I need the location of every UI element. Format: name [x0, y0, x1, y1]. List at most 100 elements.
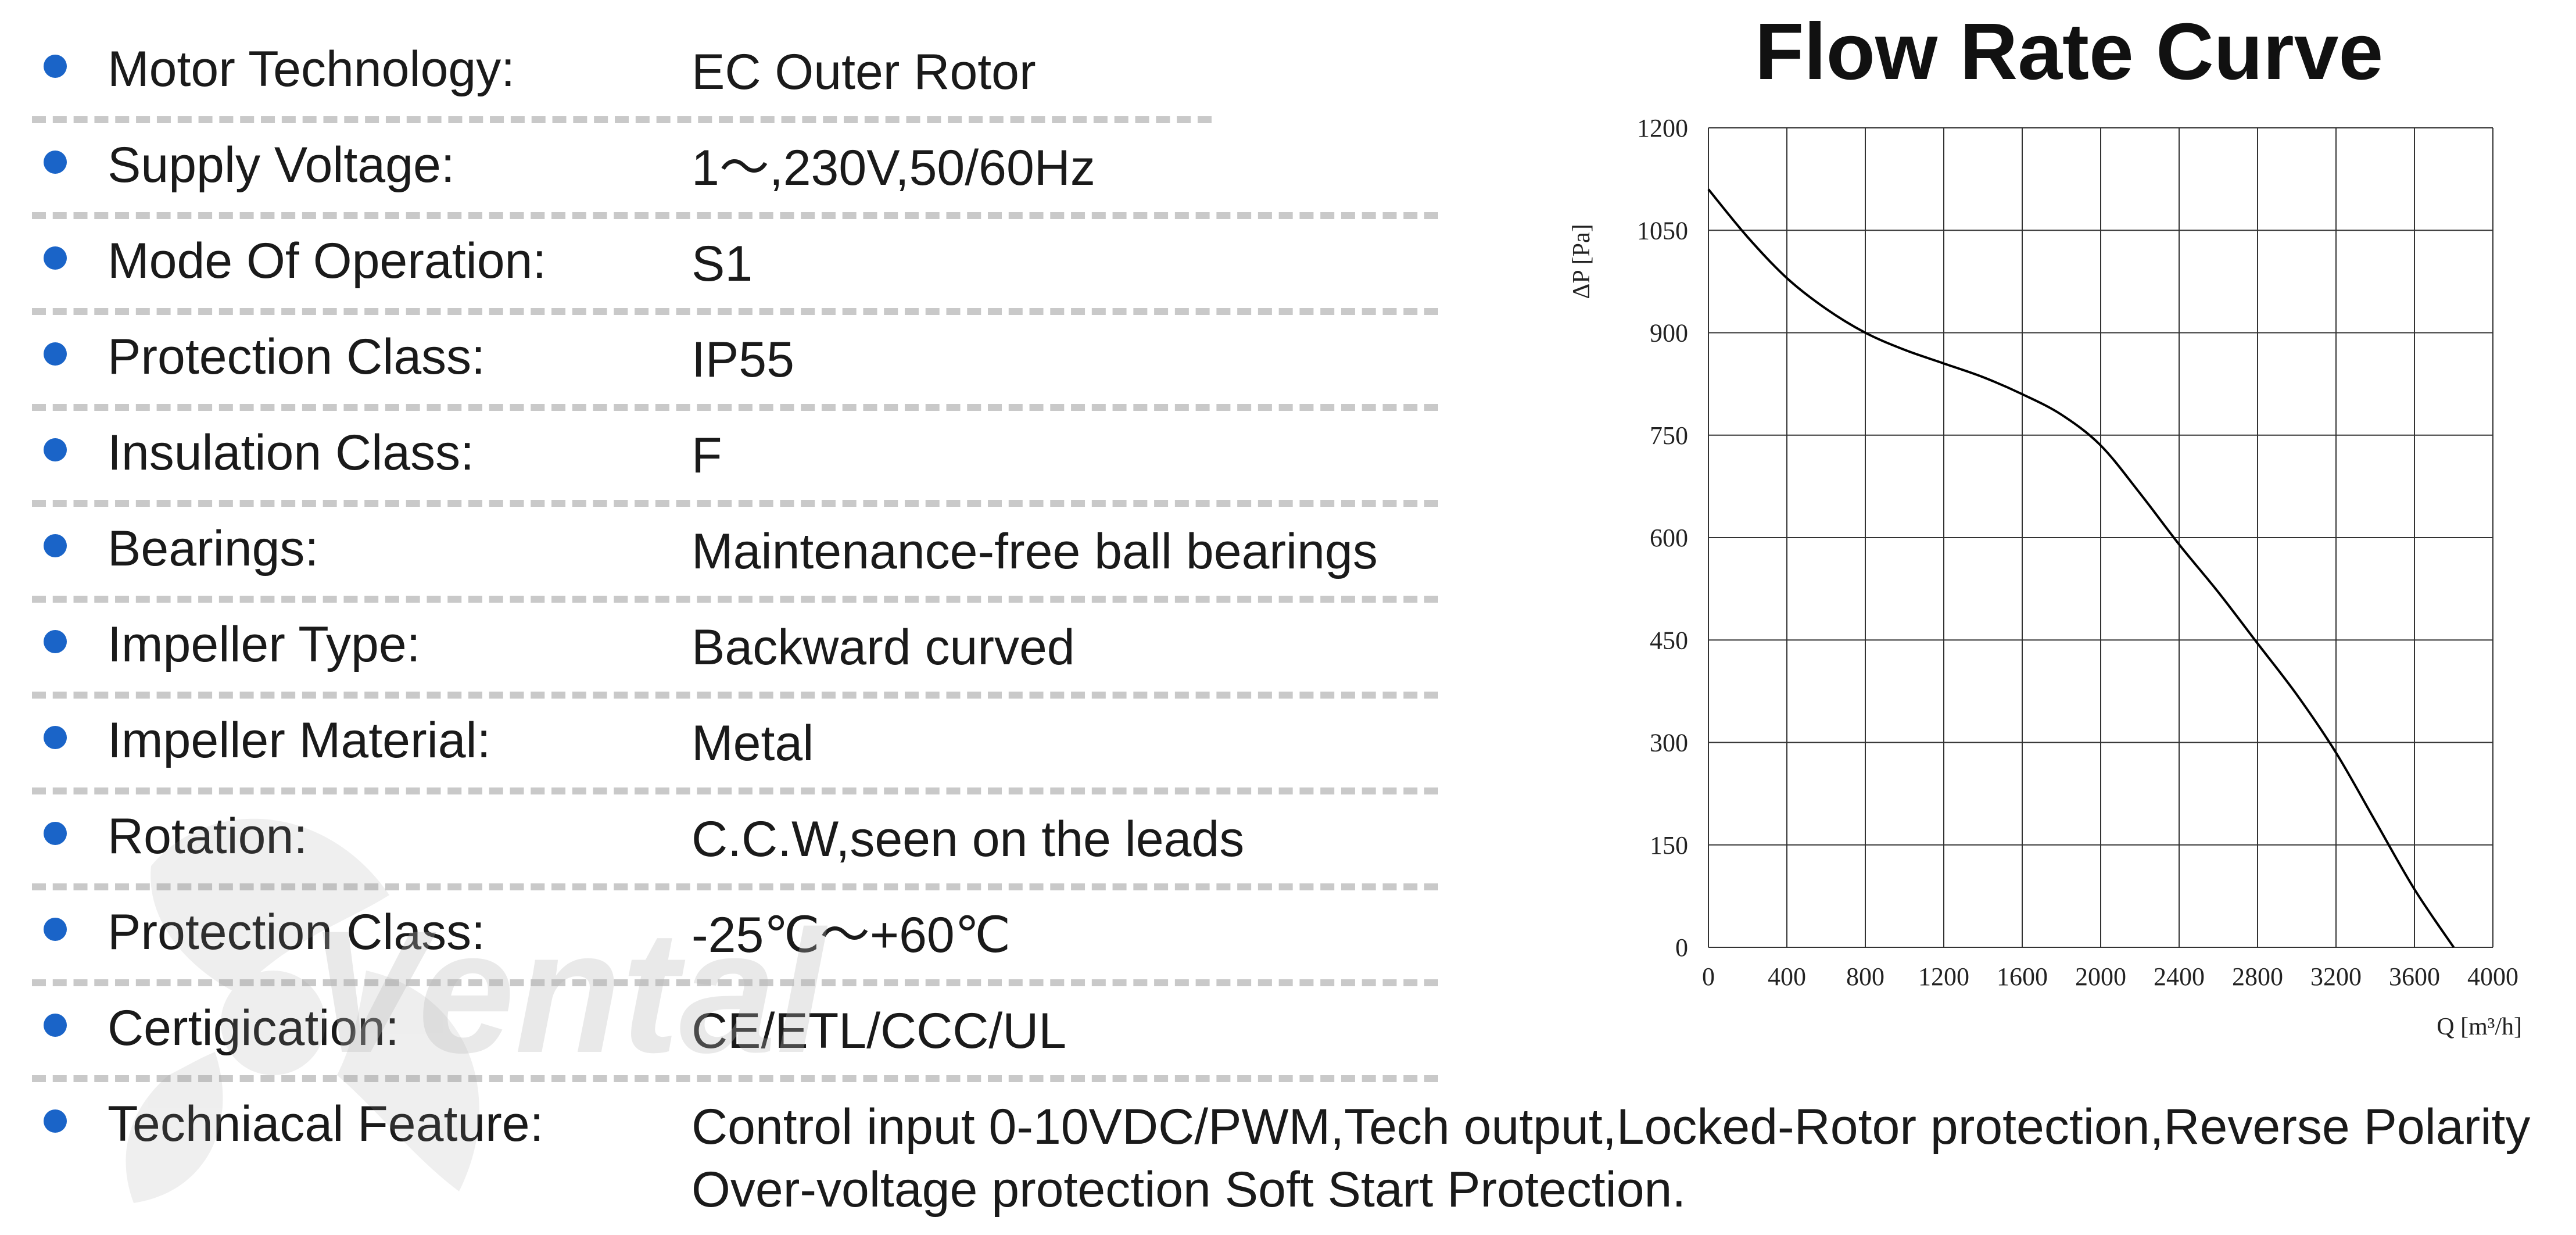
row-divider	[32, 212, 1438, 219]
spec-row: Impeller Type: Backward curved	[32, 575, 1438, 699]
y-tick-label: 0	[1675, 933, 1688, 962]
spec-label: Bearings:	[108, 521, 319, 577]
spec-row: Protection Class: -25℃～+60℃	[32, 863, 1438, 986]
spec-value: IP55	[692, 328, 794, 391]
spec-value: C.C.W,seen on the leads	[692, 808, 1244, 871]
bullet-icon	[44, 918, 67, 941]
spec-label: Techniacal Feature:	[108, 1096, 544, 1152]
x-tick-label: 3200	[2310, 962, 2362, 991]
bullet-icon	[44, 1014, 67, 1037]
row-divider	[32, 883, 1438, 890]
bullet-icon	[44, 438, 67, 461]
spec-row: Mode Of Operation: S1	[32, 192, 1438, 315]
row-divider	[32, 1075, 1438, 1082]
spec-value: CE/ETL/CCC/UL	[692, 1000, 1066, 1062]
spec-row: Techniacal Feature: Control input 0-10VDC…	[32, 1055, 2530, 1218]
spec-value-line: C.C.W,seen on the leads	[692, 811, 1245, 867]
spec-value: 1～,230V,50/60Hz	[692, 137, 1095, 199]
spec-label: Protection Class:	[108, 329, 486, 385]
spec-label: Impeller Material:	[108, 713, 491, 768]
row-divider	[32, 500, 1438, 507]
spec-value-line: EC Outer Rotor	[692, 44, 1036, 100]
y-tick-label: 750	[1650, 421, 1688, 450]
spec-label: Insulation Class:	[108, 425, 474, 481]
x-tick-label: 2000	[2075, 962, 2126, 991]
spec-row: Insulation Class: F	[32, 384, 1438, 507]
x-tick-label: 1600	[1997, 962, 2048, 991]
row-divider	[32, 308, 1438, 315]
y-tick-label: 150	[1650, 831, 1688, 860]
row-divider	[32, 116, 1212, 123]
fan-blade-icon	[126, 818, 479, 1203]
spec-label: Mode Of Operation:	[108, 233, 547, 289]
spec-row: Rotation: C.C.W,seen on the leads	[32, 767, 1438, 890]
row-divider	[32, 596, 1438, 603]
bullet-icon	[44, 726, 67, 749]
bullet-icon	[44, 1109, 67, 1133]
y-tick-label: 1050	[1637, 216, 1688, 245]
spec-value-line: F	[692, 428, 722, 484]
spec-value: -25℃～+60℃	[692, 904, 1011, 966]
spec-row: Supply Voltage: 1～,230V,50/60Hz	[32, 96, 1438, 219]
x-tick-label: 3600	[2389, 962, 2440, 991]
spec-label: Rotation:	[108, 808, 307, 865]
bullet-icon	[44, 342, 67, 366]
y-tick-label: 300	[1650, 729, 1688, 757]
row-divider	[32, 979, 1438, 986]
spec-value-line: Over-voltage protection Soft Start Prote…	[692, 1162, 1686, 1218]
row-divider	[32, 692, 1438, 699]
bullet-icon	[44, 151, 67, 174]
spec-label: Certigication:	[108, 1000, 399, 1057]
x-tick-label: 400	[1768, 962, 1806, 991]
spec-value: Metal	[692, 712, 814, 775]
y-tick-label: 600	[1650, 524, 1688, 552]
spec-row: Motor Technology: EC Outer Rotor	[32, 0, 1438, 123]
row-divider	[32, 787, 1438, 794]
x-tick-label: 1200	[1918, 962, 1969, 991]
spec-label: Impeller Type:	[108, 617, 421, 672]
spec-label: Motor Technology:	[108, 41, 515, 97]
spec-value: Control input 0-10VDC/PWM,Tech output,Lo…	[692, 1096, 2530, 1221]
y-tick-label: 900	[1650, 319, 1688, 348]
x-tick-label: 4000	[2467, 962, 2518, 991]
y-tick-label: 450	[1650, 626, 1688, 654]
bullet-icon	[44, 534, 67, 557]
spec-value-line: S1	[692, 236, 753, 292]
spec-value: S1	[692, 232, 753, 295]
y-tick-label: 1200	[1637, 114, 1688, 142]
spec-row: Certigication: CE/ETL/CCC/UL	[32, 959, 1438, 1082]
spec-value: Maintenance-free ball bearings	[692, 520, 1378, 583]
x-tick-label: 2400	[2154, 962, 2205, 991]
spec-value: EC Outer Rotor	[692, 41, 1036, 103]
flow-rate-chart: 0 400 800 1200 1600 2000 2400 2800 3200 3600 4000 0…	[1568, 114, 2522, 1040]
x-tick-label: 0	[1702, 962, 1715, 991]
watermark-logo: Vental	[126, 818, 828, 1203]
x-axis-label: Q [m³/h]	[2437, 1014, 2522, 1040]
watermark-text: Vental	[308, 894, 828, 1089]
spec-value-line: Metal	[692, 715, 814, 771]
row-divider	[32, 404, 1438, 411]
x-tick-label: 800	[1846, 962, 1884, 991]
spec-value-line: Backward curved	[692, 620, 1075, 675]
chart-title: Flow Rate Curve	[1755, 7, 2384, 96]
spec-label: Protection Class:	[108, 904, 486, 960]
spec-value-line: CE/ETL/CCC/UL	[692, 1003, 1067, 1059]
spec-value-line: Maintenance-free ball bearings	[692, 524, 1378, 579]
spec-value-line: -25℃～+60℃	[692, 907, 1011, 963]
spec-value: F	[692, 424, 722, 487]
bullet-icon	[44, 630, 67, 653]
spec-value-line: Control input 0-10VDC/PWM,Tech output,Lo…	[692, 1099, 2531, 1155]
bullet-icon	[44, 822, 67, 845]
spec-label: Supply Voltage:	[108, 137, 455, 193]
bullet-icon	[44, 55, 67, 78]
flow-curve-line	[1707, 188, 2455, 948]
bullet-icon	[44, 246, 67, 270]
x-tick-label: 2800	[2232, 962, 2283, 991]
spec-value: Backward curved	[692, 616, 1075, 679]
spec-row: Protection Class: IP55	[32, 288, 1438, 411]
y-axis-label: ΔP [Pa]	[1568, 224, 1595, 299]
spec-value-line: 1～,230V,50/60Hz	[692, 140, 1095, 196]
spec-row: Impeller Material: Metal	[32, 671, 1438, 794]
spec-row: Bearings: Maintenance-free ball bearings	[32, 479, 1438, 603]
spec-value-line: IP55	[692, 332, 794, 388]
